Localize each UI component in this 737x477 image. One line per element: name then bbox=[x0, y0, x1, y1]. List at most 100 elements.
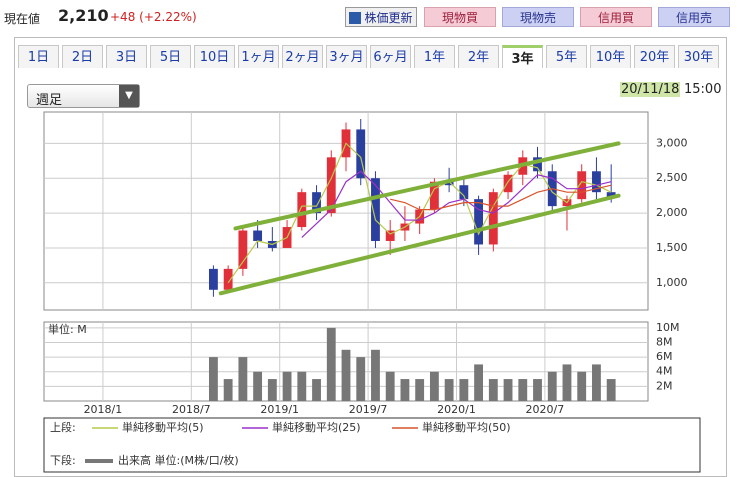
period-tab[interactable]: 2日 bbox=[62, 45, 103, 68]
volume-bar bbox=[415, 379, 425, 401]
volume-bar bbox=[562, 364, 572, 401]
candle-body bbox=[385, 230, 395, 241]
x-tick-label: 2020/1 bbox=[437, 403, 476, 416]
candle-body bbox=[488, 192, 498, 245]
button-label: 株価更新 bbox=[364, 11, 413, 25]
volume-bar bbox=[459, 379, 469, 401]
y-tick-label: 2M bbox=[656, 379, 673, 392]
candle-body bbox=[459, 185, 469, 200]
candle-body bbox=[429, 181, 439, 210]
period-select-value: 週足 bbox=[36, 93, 63, 108]
volume-bar bbox=[592, 364, 601, 401]
candle-body bbox=[238, 230, 248, 269]
period-tab[interactable]: 10年 bbox=[590, 45, 631, 68]
moving-average-line bbox=[227, 142, 612, 284]
period-tab[interactable]: 1ヶ月 bbox=[238, 45, 279, 68]
volume-bar bbox=[444, 379, 454, 401]
y-tick-label: 3,000 bbox=[656, 136, 688, 149]
moving-average-line bbox=[390, 184, 612, 211]
refresh-button[interactable]: 株価更新 bbox=[345, 7, 417, 27]
volume-bar bbox=[488, 379, 498, 401]
volume-bar bbox=[223, 379, 233, 401]
period-tab[interactable]: 2年 bbox=[458, 45, 499, 68]
refresh-icon bbox=[349, 12, 362, 24]
volume-unit-label: 単位: M bbox=[48, 322, 87, 336]
candle-body bbox=[503, 174, 513, 193]
period-tab[interactable]: 1日 bbox=[18, 45, 59, 68]
period-tab[interactable]: 20年 bbox=[634, 45, 675, 68]
candle-body bbox=[253, 230, 263, 241]
volume-bar bbox=[429, 371, 439, 401]
candle-body bbox=[223, 268, 233, 290]
period-tab[interactable]: 3年 bbox=[502, 45, 543, 68]
volume-bar bbox=[400, 379, 410, 401]
period-tab[interactable]: 1年 bbox=[414, 45, 455, 68]
candle-body bbox=[444, 181, 454, 186]
x-tick-label: 2018/1 bbox=[84, 403, 123, 416]
timestamp-date: 20/11/18 bbox=[620, 82, 681, 97]
legend-label: 単純移動平均(50) bbox=[422, 420, 511, 434]
candle-body bbox=[297, 192, 307, 228]
price-label: 現在値 bbox=[4, 12, 41, 26]
volume-bar bbox=[356, 357, 366, 401]
y-tick-label: 6M bbox=[656, 350, 673, 363]
period-tab[interactable]: 30年 bbox=[678, 45, 719, 68]
volume-bar bbox=[326, 327, 336, 401]
volume-bar bbox=[503, 379, 513, 401]
volume-bar bbox=[238, 357, 248, 401]
candle-body bbox=[326, 157, 336, 214]
legend-upper-label: 上段: bbox=[50, 420, 76, 434]
candle-body bbox=[312, 192, 321, 214]
cash-sell-button[interactable]: 現物売 bbox=[502, 7, 574, 27]
period-tab[interactable]: 6ヶ月 bbox=[370, 45, 411, 68]
candle-body bbox=[533, 157, 542, 172]
margin-sell-button[interactable]: 信用売 bbox=[658, 7, 730, 27]
candle-body bbox=[577, 171, 587, 200]
volume-bar bbox=[312, 379, 321, 401]
volume-bar bbox=[474, 364, 484, 401]
select-arrow: ▼ bbox=[119, 85, 139, 107]
volume-bar bbox=[208, 357, 218, 401]
period-tab[interactable]: 5日 bbox=[150, 45, 191, 68]
volume-bar bbox=[577, 371, 587, 401]
volume-bar bbox=[253, 371, 263, 401]
x-tick-label: 2020/7 bbox=[526, 403, 565, 416]
y-tick-label: 2,000 bbox=[656, 206, 688, 219]
y-tick-label: 2,500 bbox=[656, 171, 688, 184]
candle-body bbox=[474, 199, 484, 245]
timestamp-time: 15:00 bbox=[684, 82, 722, 97]
period-select[interactable]: 週足 ▼ bbox=[27, 84, 140, 108]
period-tab[interactable]: 5年 bbox=[546, 45, 587, 68]
volume-bar bbox=[371, 349, 380, 401]
period-tab[interactable]: 10日 bbox=[194, 45, 235, 68]
y-tick-label: 8M bbox=[656, 335, 673, 348]
margin-buy-button[interactable]: 信用買 bbox=[580, 7, 652, 27]
volume-bar bbox=[518, 379, 528, 401]
period-tab[interactable]: 2ヶ月 bbox=[282, 45, 323, 68]
cash-buy-button[interactable]: 現物買 bbox=[424, 7, 496, 27]
volume-bar bbox=[282, 371, 292, 401]
trend-line bbox=[218, 193, 621, 296]
y-tick-label: 10M bbox=[656, 321, 680, 334]
legend-label: 単純移動平均(5) bbox=[122, 420, 204, 434]
period-tab[interactable]: 3日 bbox=[106, 45, 147, 68]
candle-body bbox=[356, 129, 366, 179]
volume-bar bbox=[341, 349, 351, 401]
price-change: +48 (+2.22%) bbox=[110, 10, 197, 24]
volume-bar bbox=[533, 379, 542, 401]
candle-body bbox=[208, 268, 218, 290]
period-tab[interactable]: 3ヶ月 bbox=[326, 45, 367, 68]
legend-box bbox=[43, 417, 701, 473]
volume-bar bbox=[547, 371, 557, 401]
y-tick-label: 1,000 bbox=[656, 276, 688, 289]
y-tick-label: 4M bbox=[656, 365, 673, 378]
y-tick-label: 1,500 bbox=[656, 241, 688, 254]
current-price: 2,210 bbox=[58, 6, 109, 25]
x-tick-label: 2019/7 bbox=[349, 403, 388, 416]
moving-average-line bbox=[301, 170, 612, 238]
candle-body bbox=[592, 171, 601, 193]
period-tabs: 1日 2日 3日 5日 10日 1ヶ月 2ヶ月 3ヶ月 6ヶ月 1年 2年 3年 5年 10年 20年 30年 bbox=[18, 45, 719, 68]
candle-body bbox=[371, 178, 380, 241]
